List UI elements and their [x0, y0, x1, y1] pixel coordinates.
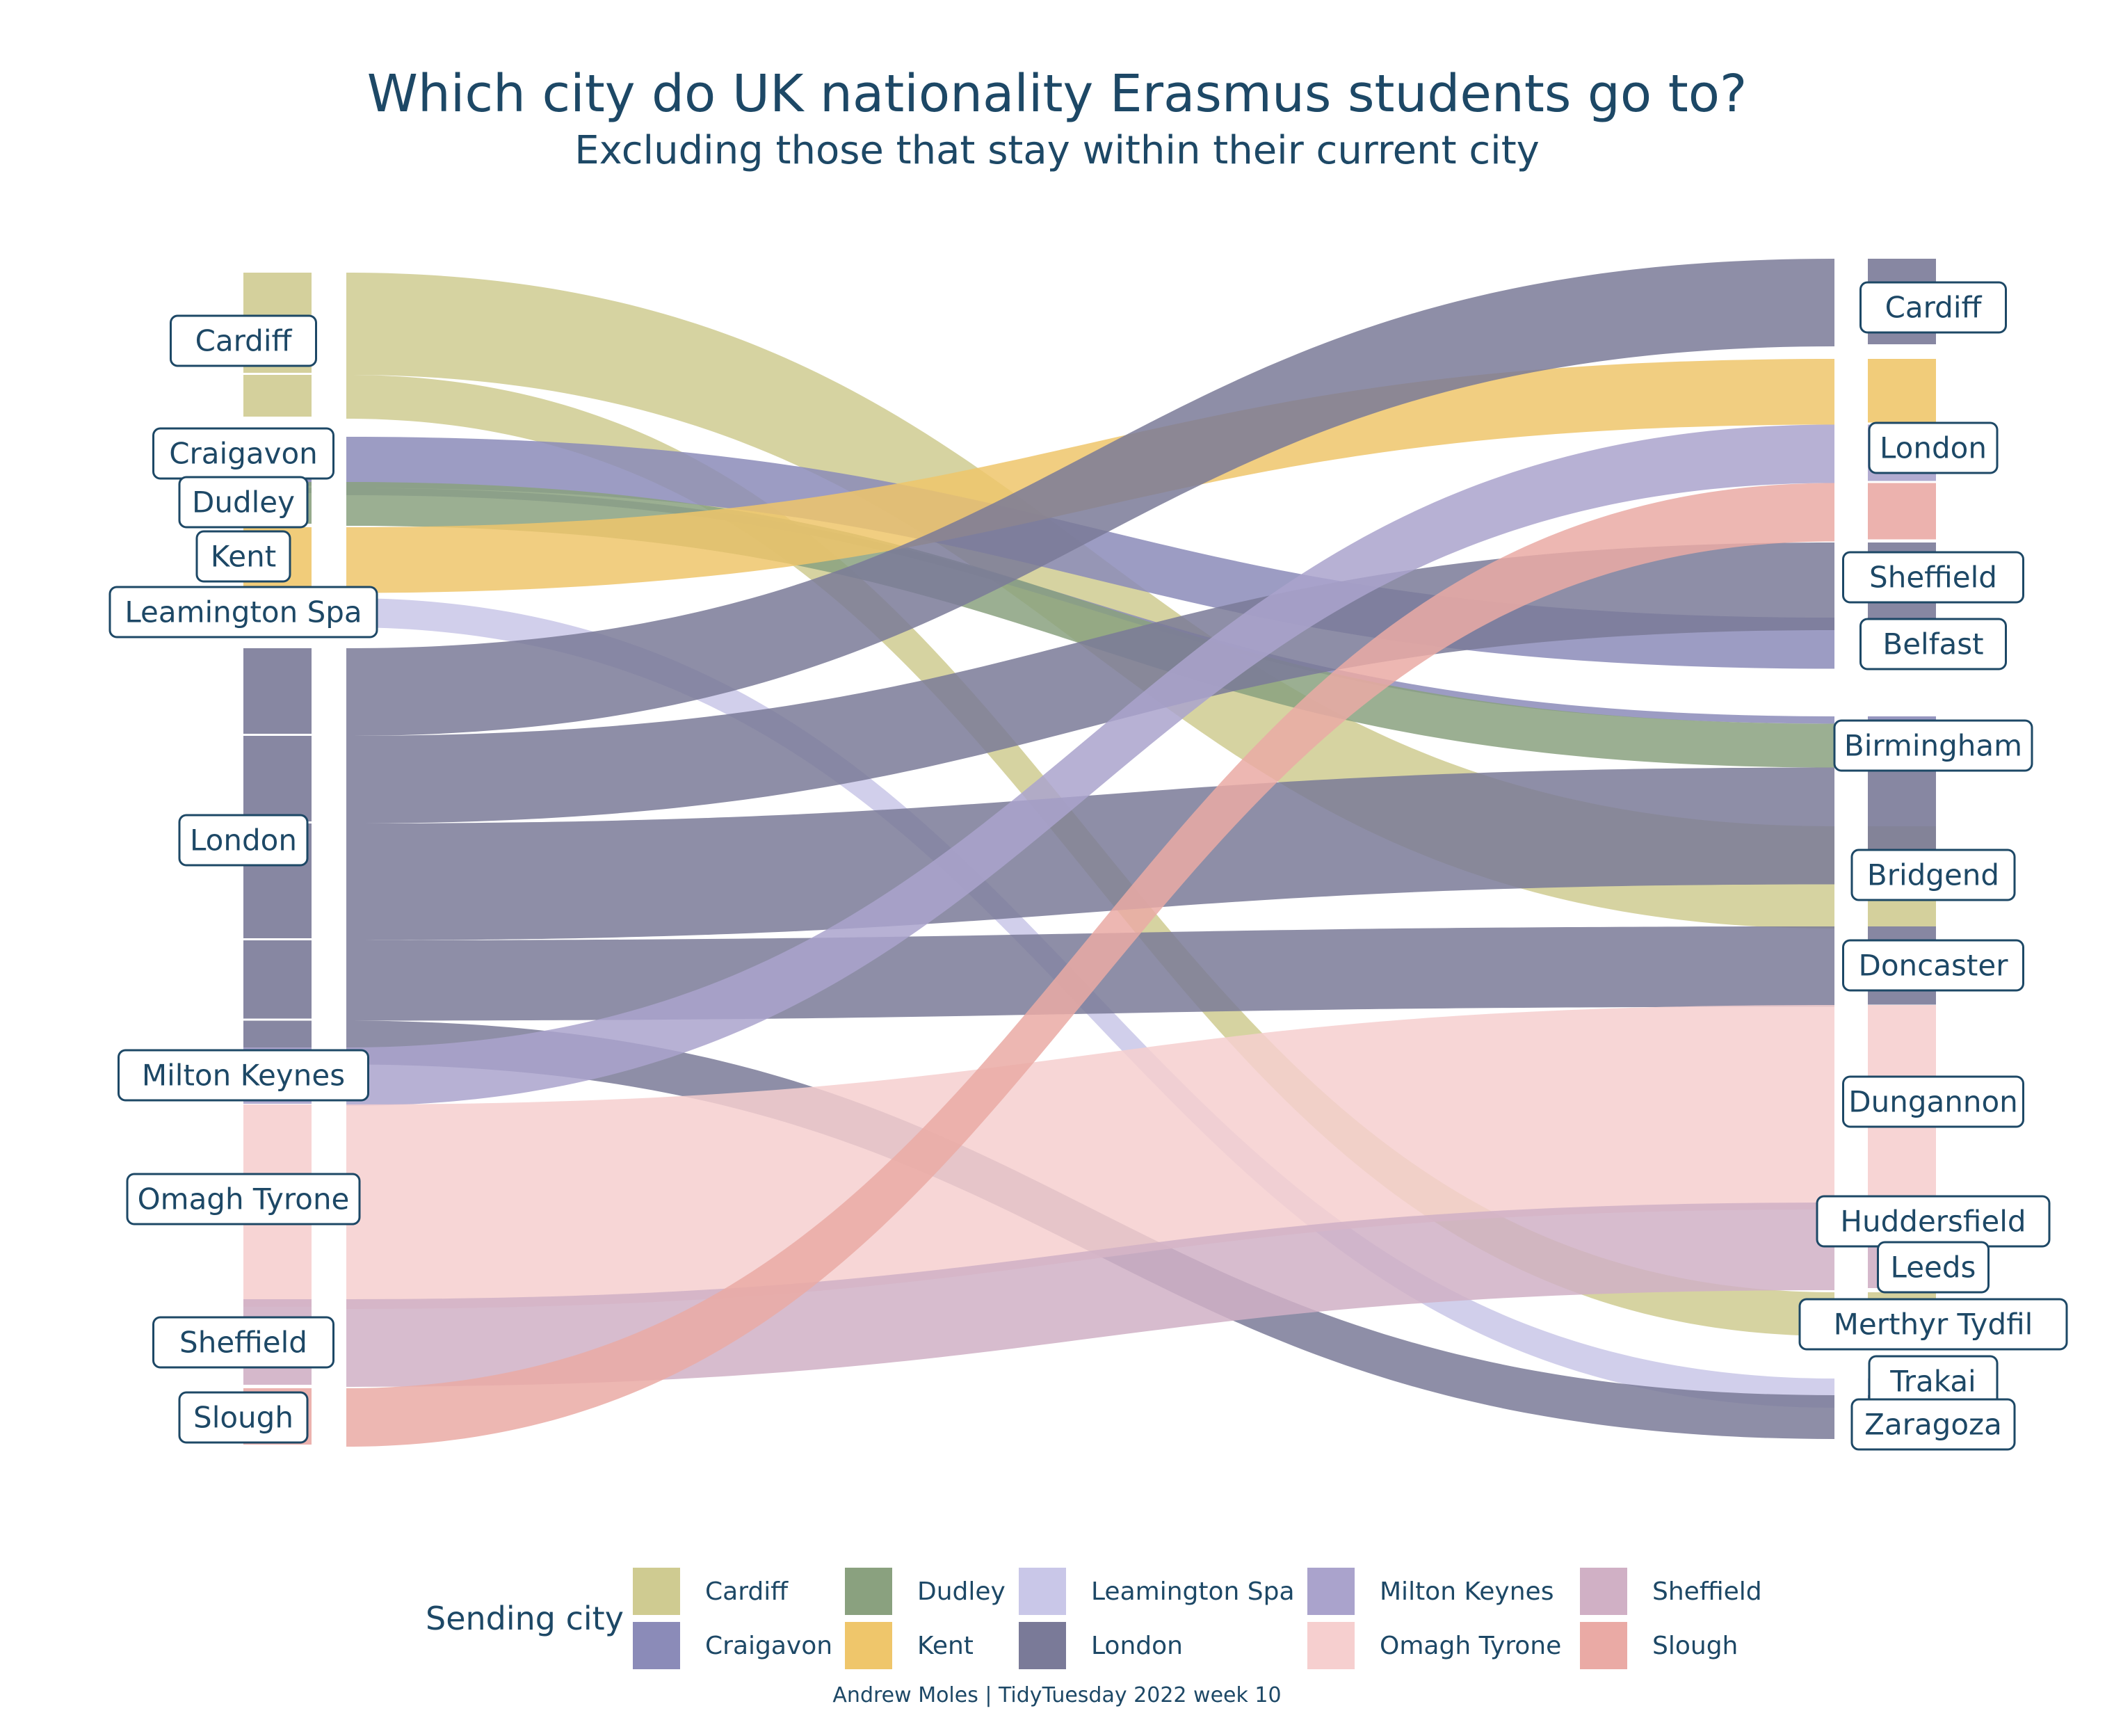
legend-item-sheffield: Sheffield [1580, 1568, 1762, 1615]
flow-slough-to-london [346, 483, 1834, 1447]
legend-item-slough: Slough [1580, 1622, 1738, 1669]
svg-text:Cardiff: Cardiff [1885, 291, 1983, 325]
legend-label: Omagh Tyrone [1380, 1631, 1562, 1660]
legend-label: Craigavon [705, 1631, 833, 1660]
flow-london-to-cardiff [346, 259, 1834, 736]
svg-text:Omagh Tyrone: Omagh Tyrone [138, 1182, 350, 1216]
source-node-bar [243, 736, 312, 821]
legend-key [845, 1568, 892, 1615]
svg-text:Dungannon: Dungannon [1848, 1085, 2018, 1119]
legend-label: Dudley [917, 1577, 1006, 1606]
node-label-source-slough: Slough [178, 1391, 309, 1444]
node-label-target-birmingham: Birmingham [1833, 719, 2033, 772]
svg-text:Zaragoza: Zaragoza [1864, 1408, 2002, 1442]
legend-key [845, 1622, 892, 1669]
flows-layer [346, 259, 1834, 1447]
source-node-bar [243, 648, 312, 734]
flow-cardiff-to-bridgend [346, 273, 1834, 929]
legend-item-milton-keynes: Milton Keynes [1307, 1568, 1554, 1615]
source-node-bar [243, 940, 312, 1019]
legend-item-dudley: Dudley [845, 1568, 1006, 1615]
legend-key [1019, 1568, 1066, 1615]
svg-text:Craigavon: Craigavon [169, 437, 318, 471]
node-label-target-bridgend: Bridgend [1850, 849, 2016, 901]
svg-text:Sheffield: Sheffield [1869, 561, 1997, 595]
node-label-target-dungannon: Dungannon [1842, 1075, 2024, 1128]
chart-subtitle: Excluding those that stay within their c… [574, 128, 1540, 173]
caption: Andrew Moles | TidyTuesday 2022 week 10 [832, 1683, 1282, 1707]
svg-text:Merthyr Tydfil: Merthyr Tydfil [1834, 1308, 2033, 1342]
node-label-target-doncaster: Doncaster [1842, 939, 2024, 992]
legend-key [1307, 1568, 1355, 1615]
legend-key [1580, 1622, 1627, 1669]
svg-text:Cardiff: Cardiff [195, 324, 293, 358]
target-node-bar [1868, 359, 1936, 423]
node-label-target-merthyr-tydfil: Merthyr Tydfil [1798, 1298, 2068, 1351]
node-label-source-leamington-spa: Leamington Spa [108, 586, 378, 638]
svg-text:Dudley: Dudley [192, 485, 295, 520]
target-node-bar [1868, 483, 1936, 540]
node-label-target-huddersfield: Huddersfield [1816, 1195, 2051, 1248]
flow-omagh-tyrone-to-dungannon [346, 1005, 1834, 1309]
legend-item-leamington-spa: Leamington Spa [1019, 1568, 1295, 1615]
legend-item-omagh-tyrone: Omagh Tyrone [1307, 1622, 1561, 1669]
legend-label: Kent [917, 1631, 974, 1660]
chart-title: Which city do UK nationality Erasmus stu… [366, 64, 1748, 124]
svg-text:Slough: Slough [193, 1401, 293, 1435]
legend-item-cardiff: Cardiff [633, 1568, 788, 1615]
legend-label: London [1091, 1631, 1183, 1660]
legend-label: Slough [1652, 1631, 1738, 1660]
node-label-source-craigavon: Craigavon [152, 427, 334, 480]
labels-layer: Cardiff Craigavon Dudley Kent Leamington Spa… [108, 281, 2068, 1451]
svg-text:Bridgend: Bridgend [1867, 858, 1999, 892]
node-label-target-london: London [1868, 421, 1999, 474]
flow-milton-keynes-to-london [346, 424, 1834, 1106]
node-label-source-milton-keynes: Milton Keynes [118, 1049, 369, 1102]
svg-text:Leeds: Leeds [1891, 1251, 1976, 1285]
legend-label: Sheffield [1652, 1577, 1762, 1606]
node-label-target-sheffield: Sheffield [1842, 551, 2024, 604]
svg-text:Birmingham: Birmingham [1844, 729, 2022, 763]
source-node-bar [243, 375, 312, 417]
legend-key [633, 1622, 680, 1669]
flow-london-to-birmingham [346, 767, 1834, 940]
node-label-target-cardiff: Cardiff [1859, 281, 2007, 334]
flow-dudley-to-birmingham [346, 482, 1834, 768]
svg-text:Kent: Kent [211, 540, 276, 574]
node-label-source-dudley: Dudley [178, 476, 309, 529]
node-label-source-cardiff: Cardiff [170, 314, 317, 367]
svg-text:Trakai: Trakai [1889, 1365, 1976, 1399]
svg-text:London: London [1880, 431, 1987, 465]
svg-text:Huddersfield: Huddersfield [1840, 1205, 2026, 1239]
node-label-target-belfast: Belfast [1859, 618, 2007, 670]
svg-text:Doncaster: Doncaster [1859, 949, 2009, 983]
legend-key [1580, 1568, 1627, 1615]
legend-key [633, 1568, 680, 1615]
legend-label: Milton Keynes [1380, 1577, 1554, 1606]
node-label-target-zaragoza: Zaragoza [1850, 1398, 2016, 1451]
node-label-target-trakai: Trakai [1868, 1355, 1999, 1408]
legend-item-london: London [1019, 1622, 1183, 1669]
legend-key [1019, 1622, 1066, 1669]
legend-label: Cardiff [705, 1577, 789, 1606]
legend-key [1307, 1622, 1355, 1669]
node-label-source-sheffield: Sheffield [152, 1316, 334, 1369]
svg-text:London: London [190, 823, 297, 858]
target-node-bar [1868, 716, 1936, 722]
svg-text:Milton Keynes: Milton Keynes [142, 1059, 345, 1093]
legend-item-craigavon: Craigavon [633, 1622, 832, 1669]
node-label-source-omagh-tyrone: Omagh Tyrone [126, 1173, 361, 1225]
node-label-source-kent: Kent [195, 530, 291, 583]
svg-text:Sheffield: Sheffield [179, 1326, 307, 1360]
legend-item-kent: Kent [845, 1622, 974, 1669]
legend-title: Sending city [426, 1600, 624, 1637]
svg-text:Leamington Spa: Leamington Spa [124, 595, 362, 629]
node-label-source-london: London [178, 814, 309, 867]
node-label-target-leeds: Leeds [1877, 1241, 1990, 1294]
svg-text:Belfast: Belfast [1882, 627, 1983, 661]
legend-label: Leamington Spa [1091, 1577, 1295, 1606]
